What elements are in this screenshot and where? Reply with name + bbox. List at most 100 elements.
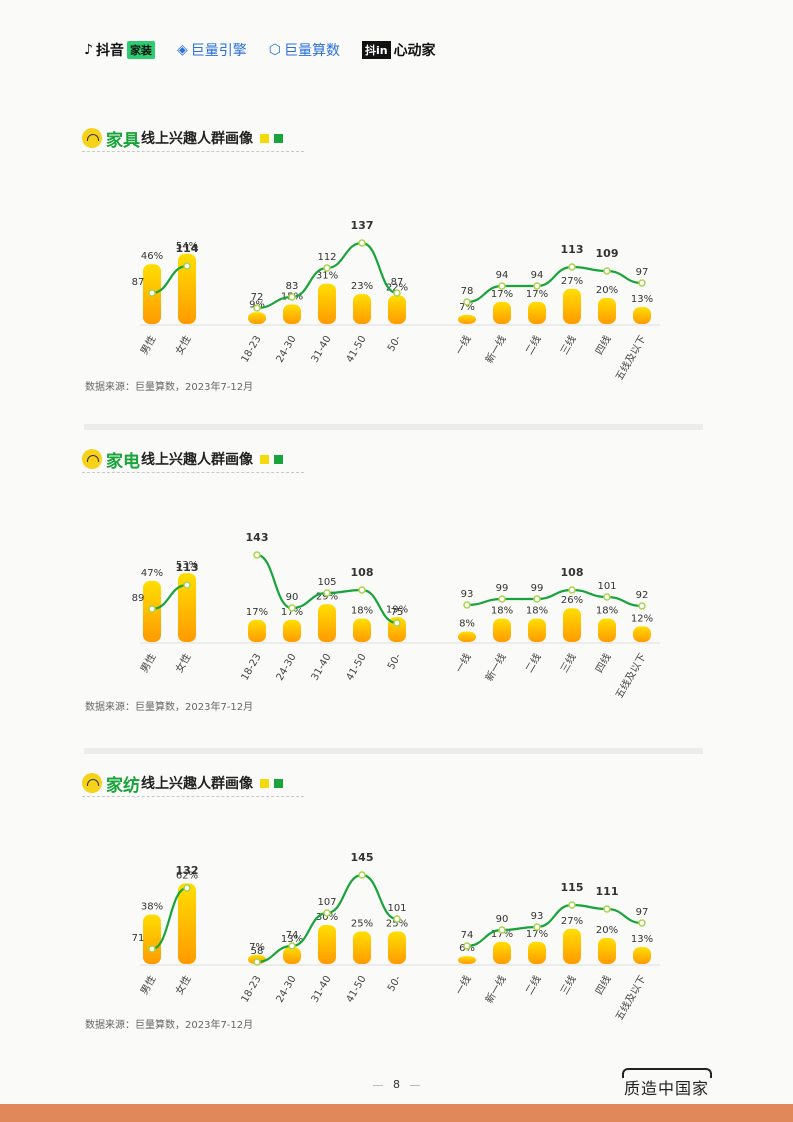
douyin-logo-text: 抖音 — [95, 43, 124, 59]
tgi-label-city-5: 97 — [636, 267, 649, 278]
tgi-label-city-5: 92 — [636, 590, 649, 601]
bar-label-city-0: 8% — [459, 619, 475, 630]
tgi-label-age-2: 112 — [317, 252, 336, 263]
category-label-age-3: 41-50 — [345, 652, 369, 683]
tgi-label-city-4: 111 — [596, 885, 619, 898]
category-label-city-0: 一线 — [452, 973, 473, 997]
section-subtitle: 线上兴趣人群画像 — [141, 131, 253, 147]
category-label-city-3: 三线 — [557, 651, 578, 675]
page-dash-right — [410, 1084, 420, 1086]
lamp-icon — [82, 449, 102, 469]
bar-label-age-3: 18% — [351, 606, 373, 617]
tgi-label-age-0: 72 — [251, 292, 264, 303]
category-label-age-1: 24-30 — [275, 974, 299, 1005]
section-subtitle: 线上兴趣人群画像 — [141, 452, 253, 468]
bar-city-1 — [493, 301, 511, 324]
bar-label-city-5: 13% — [631, 934, 653, 945]
bar-age-3 — [353, 618, 371, 642]
bar-city-5 — [633, 626, 651, 642]
bar-city-2 — [528, 618, 546, 642]
tgi-label-city-4: 109 — [596, 247, 619, 260]
tgi-line-city — [466, 903, 643, 948]
bar-label-age-4: 22% — [386, 282, 408, 293]
title-underline — [82, 151, 304, 152]
tgi-point-age-1 — [288, 942, 296, 950]
bar-age-1 — [283, 619, 301, 642]
section-divider — [84, 748, 703, 754]
category-label-city-5: 五线及以下 — [612, 333, 648, 380]
tgi-point-city-1 — [498, 282, 506, 290]
green-square-icon — [274, 778, 283, 788]
tgi-label-city-4: 101 — [597, 581, 616, 592]
section-divider — [84, 424, 703, 430]
bar-city-4 — [598, 938, 616, 964]
tgi-label-age-2: 107 — [317, 897, 336, 908]
tgi-label-age-1: 83 — [286, 281, 299, 292]
brand-roof-icon — [622, 1068, 712, 1078]
bar-age-4 — [388, 617, 406, 642]
juliang-yinqing-logo: ◈ 巨量引擎 — [177, 40, 247, 60]
bar-label-gender-0: 46% — [141, 251, 163, 262]
bar-gender-1 — [178, 883, 196, 964]
tgi-label-gender-1: 132 — [176, 864, 199, 877]
category-label-age-3: 41-50 — [345, 974, 369, 1005]
category-label-age-4: 50- — [386, 652, 404, 672]
category-label-age-1: 24-30 — [275, 652, 299, 683]
bar-gender-0 — [143, 914, 161, 964]
bar-label-city-3: 27% — [561, 276, 583, 287]
tgi-line-gender — [151, 583, 188, 611]
category-label-age-4: 50- — [386, 974, 404, 994]
category-label-gender-1: 女性 — [172, 333, 193, 357]
tgi-point-age-4 — [393, 619, 401, 627]
category-label-city-5: 五线及以下 — [612, 973, 648, 1020]
bar-label-city-5: 12% — [631, 613, 653, 624]
bar-label-city-5: 13% — [631, 294, 653, 305]
yellow-square-icon — [260, 778, 269, 788]
tgi-point-city-4 — [603, 267, 611, 275]
category-label-age-2: 31-40 — [310, 974, 334, 1005]
juliang-suanshu-text: 巨量算数 — [283, 43, 340, 59]
juliang-suanshu-logo: ⬡ 巨量算数 — [269, 40, 340, 60]
tgi-point-gender-0 — [148, 289, 156, 297]
yellow-square-icon — [260, 133, 269, 143]
section-name: 家具 — [106, 130, 140, 151]
tgi-point-gender-1 — [183, 581, 191, 589]
page-number-row: 8 — [0, 1078, 793, 1091]
tgi-label-city-1: 90 — [496, 914, 509, 925]
bar-city-5 — [633, 307, 651, 324]
tgi-point-city-2 — [533, 923, 541, 931]
tgi-label-age-4: 101 — [387, 903, 406, 914]
tgi-label-city-3: 113 — [561, 243, 584, 256]
tgi-label-age-0: 58 — [251, 946, 264, 957]
bar-city-4 — [598, 618, 616, 642]
bar-age-1 — [283, 947, 301, 964]
bar-age-0 — [248, 312, 266, 324]
category-label-age-2: 31-40 — [310, 652, 334, 683]
tgi-point-city-4 — [603, 905, 611, 913]
footer-bar — [0, 1104, 793, 1122]
category-label-city-1: 新一线 — [482, 651, 508, 683]
green-square-icon — [274, 133, 283, 143]
tgi-point-city-1 — [498, 595, 506, 603]
bar-label-gender-0: 38% — [141, 902, 163, 913]
category-label-age-2: 31-40 — [310, 334, 334, 365]
category-label-city-3: 三线 — [557, 333, 578, 357]
tgi-label-gender-1: 114 — [176, 242, 199, 255]
category-label-city-2: 二线 — [522, 651, 543, 675]
tgi-label-city-1: 94 — [496, 270, 509, 281]
tgi-label-age-4: 87 — [391, 277, 404, 288]
category-label-city-5: 五线及以下 — [612, 651, 648, 698]
tgi-label-city-2: 94 — [531, 270, 544, 281]
tgi-label-gender-1: 113 — [176, 561, 199, 574]
bar-age-3 — [353, 931, 371, 964]
category-label-city-2: 二线 — [522, 973, 543, 997]
tgi-line-gender — [151, 264, 188, 295]
tgi-point-age-4 — [393, 289, 401, 297]
bar-label-city-1: 17% — [491, 289, 513, 300]
bar-gender-1 — [178, 573, 196, 642]
section-title-textiles: 家纺 线上兴趣人群画像 — [82, 771, 283, 796]
tgi-label-gender-0: 89 — [132, 593, 145, 604]
tgi-label-age-1: 90 — [286, 592, 299, 603]
tgi-label-city-2: 93 — [531, 911, 544, 922]
category-label-gender-1: 女性 — [172, 973, 193, 997]
